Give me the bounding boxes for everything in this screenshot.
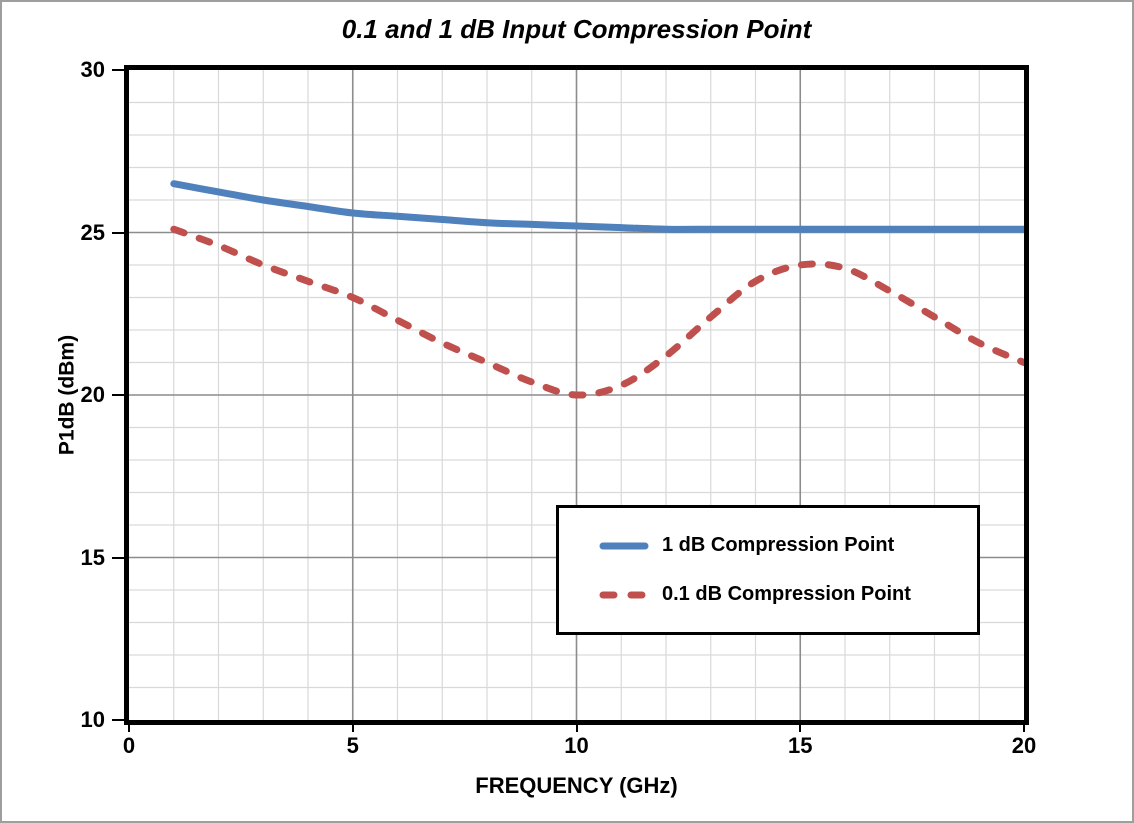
y-tick-label: 30	[80, 57, 105, 82]
series-line-2	[170, 225, 1024, 399]
x-tick-label: 0	[122, 733, 136, 758]
x-tick-label: 15	[788, 733, 813, 758]
legend-item-01db: 0.1 dB Compression Point	[559, 583, 977, 606]
chart-title: 0.1 and 1 dB Input Compression Point	[341, 14, 812, 44]
x-tick-mark	[1023, 725, 1025, 732]
legend-line-dashed-icon	[599, 591, 649, 598]
x-axis-title: FREQUENCY (GHz)	[475, 773, 678, 798]
legend: 1 dB Compression Point 0.1 dB Compressio…	[556, 505, 980, 635]
y-axis-title: P1dB (dBm)	[55, 334, 79, 456]
x-tick-mark	[575, 725, 578, 732]
x-tick-label: 10	[564, 733, 589, 758]
legend-label-01db: 0.1 dB Compression Point	[662, 583, 911, 605]
x-tick-label: 5	[346, 733, 359, 758]
x-tick-label: 20	[1011, 733, 1037, 758]
series-line-1	[170, 180, 1024, 233]
x-tick-mark	[128, 725, 130, 732]
legend-item-1db: 1 dB Compression Point	[559, 534, 977, 557]
y-tick-label: 25	[80, 219, 105, 245]
y-tick-label: 15	[80, 544, 105, 570]
x-tick-mark	[799, 725, 802, 732]
legend-line-solid-icon	[599, 542, 649, 549]
legend-label-1db: 1 dB Compression Point	[662, 534, 895, 556]
x-tick-mark	[351, 725, 354, 732]
y-tick-label: 10	[80, 707, 105, 732]
